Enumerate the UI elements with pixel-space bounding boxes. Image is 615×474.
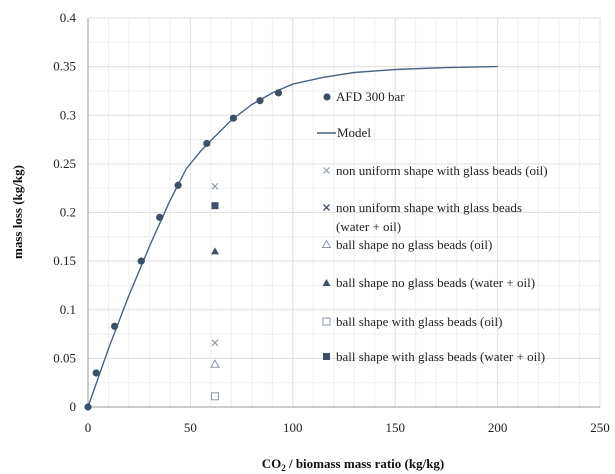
legend-label-model: Model	[337, 125, 371, 140]
x-tick-label: 50	[184, 420, 197, 435]
y-axis-label: mass loss (kg/kg)	[10, 165, 25, 259]
legend-label-afd: AFD 300 bar	[336, 89, 405, 104]
data-point-triangle	[210, 247, 219, 255]
y-tick-label: 0.15	[53, 253, 76, 268]
y-tick-label: 0.05	[53, 350, 76, 365]
x-tick-label: 200	[488, 420, 508, 435]
legend-marker-triangle-open	[321, 239, 332, 248]
legend-item-afd: AFD 300 bar	[323, 89, 405, 104]
y-tick-label: 0	[70, 399, 77, 414]
legend-item-nonuniform-oil: non uniform shape with glass beads (oil)	[323, 163, 548, 178]
legend-item-ball-no-beads-oil: ball shape no glass beads (oil)	[321, 237, 492, 252]
x-tick-label: 0	[85, 420, 92, 435]
grid-lines	[87, 17, 601, 408]
axes	[87, 18, 600, 408]
legend: AFD 300 bar Model non uniform shape with…	[317, 89, 548, 364]
data-point-triangle-open	[210, 359, 220, 368]
x-axis-label-rest: / biomass mass ratio (kg/kg)	[286, 456, 445, 471]
legend-marker-square-open	[322, 317, 331, 326]
y-tick-label: 0.35	[53, 59, 76, 74]
data-points	[84, 89, 283, 411]
legend-item-ball-beads-oil: ball shape with glass beads (oil)	[322, 314, 502, 329]
legend-item-ball-no-beads-water-oil: ball shape no glass beads (water + oil)	[322, 275, 535, 290]
legend-label-nonuniform-water-oil-line1: non uniform shape with glass beads	[336, 200, 522, 215]
data-point-square	[211, 202, 219, 210]
legend-marker-circle	[323, 93, 331, 101]
y-tick-label: 0.3	[60, 107, 76, 122]
legend-marker-square	[323, 353, 330, 360]
data-point-circle	[274, 89, 283, 97]
legend-label-ball-no-beads-oil: ball shape no glass beads (oil)	[336, 237, 492, 252]
legend-marker-x	[323, 204, 330, 211]
y-tick-label: 0.4	[60, 10, 77, 25]
x-axis-label-sub: 2	[281, 463, 286, 473]
data-point-circle	[137, 257, 145, 265]
legend-item-model: Model	[317, 125, 371, 140]
legend-label-ball-no-beads-water-oil: ball shape no glass beads (water + oil)	[336, 275, 535, 290]
data-point-circle	[111, 322, 119, 330]
data-point-circle	[229, 114, 238, 122]
x-tick-labels: 0 50 100 150 200 250	[85, 420, 610, 435]
legend-label-ball-beads-water-oil: ball shape with glass beads (water + oil…	[336, 349, 545, 364]
x-axis-label-main: CO	[262, 456, 282, 471]
x-axis-label: CO2 / biomass mass ratio (kg/kg)	[262, 456, 445, 473]
legend-item-nonuniform-water-oil: non uniform shape with glass beads (wate…	[323, 200, 522, 234]
x-tick-label: 150	[385, 420, 405, 435]
x-tick-label: 250	[590, 420, 610, 435]
data-point-circle	[174, 181, 182, 189]
data-point-circle	[203, 139, 211, 148]
y-tick-label: 0.1	[60, 302, 76, 317]
data-point-x	[211, 339, 219, 347]
y-tick-label: 0.25	[53, 156, 76, 171]
legend-item-ball-beads-water-oil: ball shape with glass beads (water + oil…	[323, 349, 545, 364]
y-tick-labels: 0 0.05 0.1 0.15 0.2 0.25 0.3 0.35 0.4	[53, 10, 76, 414]
data-point-circle	[92, 369, 100, 377]
y-tick-label: 0.2	[60, 205, 76, 220]
legend-label-nonuniform-oil: non uniform shape with glass beads (oil)	[336, 163, 548, 178]
legend-label-ball-beads-oil: ball shape with glass beads (oil)	[336, 314, 502, 329]
legend-label-nonuniform-water-oil-line2: (water + oil)	[336, 219, 401, 234]
data-point-circle	[256, 97, 264, 105]
legend-marker-triangle	[322, 279, 331, 286]
x-tick-label: 100	[283, 420, 303, 435]
data-point-circle	[156, 213, 164, 221]
data-point-x-light	[211, 182, 219, 190]
data-point-square-open	[210, 392, 219, 401]
data-point-circle	[84, 403, 92, 411]
legend-marker-x-light	[323, 167, 330, 174]
